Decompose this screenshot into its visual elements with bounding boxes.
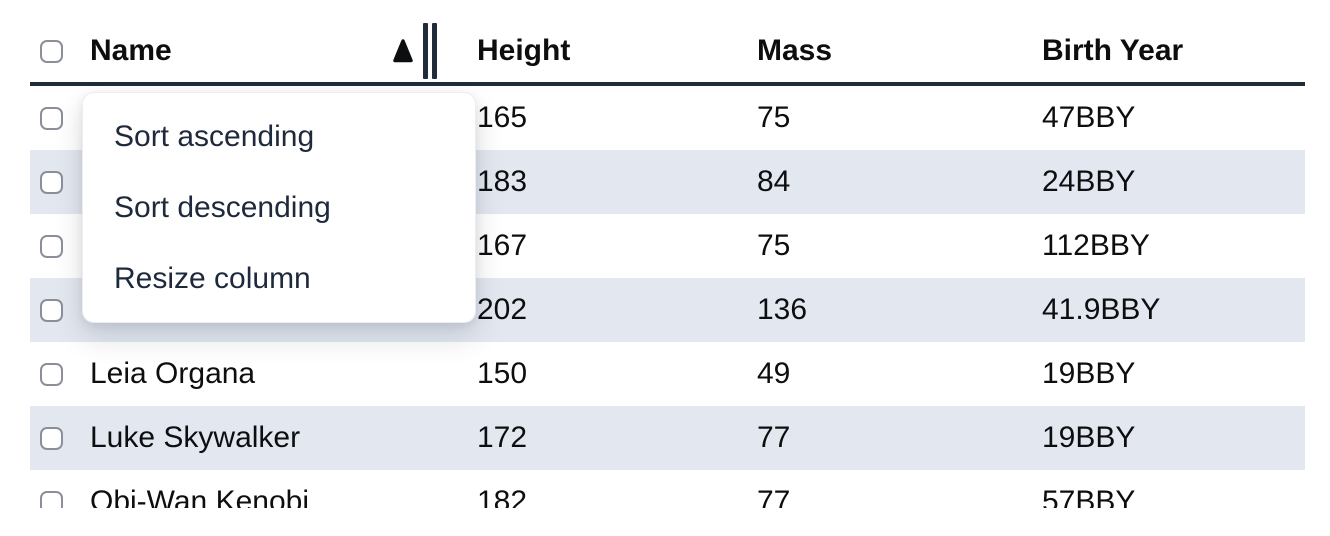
cell-mass: 77 — [757, 421, 791, 454]
cell-mass: 49 — [757, 357, 791, 390]
row-checkbox[interactable] — [40, 362, 63, 386]
column-header-name[interactable]: Name — [78, 34, 465, 68]
cell-height: 183 — [477, 165, 528, 198]
resize-bar-right-icon — [432, 23, 437, 79]
header-select-all-cell — [30, 39, 78, 63]
cell-mass: 75 — [757, 229, 791, 262]
cell-birth-year: 19BBY — [1042, 421, 1136, 454]
row-checkbox[interactable] — [40, 234, 63, 258]
cell-mass: 84 — [757, 165, 791, 198]
cell-height: 165 — [477, 101, 528, 134]
row-select-cell — [30, 298, 78, 322]
select-all-checkbox[interactable] — [40, 39, 63, 63]
row-select-cell — [30, 106, 78, 130]
column-header-birth-year-label: Birth Year — [1042, 34, 1184, 67]
cell-name: Obi-Wan Kenobi — [90, 485, 309, 508]
column-header-birth-year[interactable]: Birth Year — [1030, 34, 1305, 68]
cell-birth-year: 19BBY — [1042, 357, 1136, 390]
menu-item-sort-ascending[interactable]: Sort ascending — [114, 119, 315, 153]
column-header-height[interactable]: Height — [465, 34, 745, 68]
menu-item-sort-descending[interactable]: Sort descending — [114, 190, 331, 224]
cell-height: 167 — [477, 229, 528, 262]
table-row: Obi-Wan Kenobi 182 77 57BBY — [30, 470, 1305, 508]
cell-name: Leia Organa — [90, 357, 256, 390]
menu-item-resize-column[interactable]: Resize column — [114, 261, 311, 295]
cell-height: 172 — [477, 421, 528, 454]
cell-mass: 77 — [757, 485, 791, 508]
sort-ascending-icon — [393, 37, 413, 64]
cell-birth-year: 112BBY — [1042, 229, 1150, 262]
cell-height: 150 — [477, 357, 528, 390]
cell-birth-year: 57BBY — [1042, 485, 1136, 508]
row-checkbox[interactable] — [40, 106, 63, 130]
column-header-name-label: Name — [90, 34, 172, 67]
row-checkbox[interactable] — [40, 298, 63, 322]
cell-height: 202 — [477, 293, 528, 326]
table-header-row: Name Height Mass Birth Year — [30, 20, 1305, 86]
row-select-cell — [30, 362, 78, 386]
table-row: Leia Organa 150 49 19BBY — [30, 342, 1305, 406]
row-select-cell — [30, 490, 78, 508]
cell-birth-year: 41.9BBY — [1042, 293, 1161, 326]
table-row: Luke Skywalker 172 77 19BBY — [30, 406, 1305, 470]
cell-birth-year: 47BBY — [1042, 101, 1136, 134]
row-select-cell — [30, 234, 78, 258]
row-select-cell — [30, 426, 78, 450]
table-row: 165 75 47BBY — [30, 86, 1305, 150]
cell-mass: 136 — [757, 293, 808, 326]
table-row: 167 75 112BBY — [30, 214, 1305, 278]
column-resize-handle[interactable] — [423, 23, 437, 79]
cell-name: Luke Skywalker — [90, 421, 301, 454]
row-checkbox[interactable] — [40, 170, 63, 194]
row-select-cell — [30, 170, 78, 194]
cell-height: 182 — [477, 485, 528, 508]
row-checkbox[interactable] — [40, 426, 63, 450]
column-header-height-label: Height — [477, 34, 571, 67]
cell-birth-year: 24BBY — [1042, 165, 1136, 198]
resize-bar-left-icon — [423, 23, 428, 79]
column-context-menu: Sort ascending Sort descending Resize co… — [82, 92, 476, 323]
column-header-mass[interactable]: Mass — [745, 34, 1030, 68]
column-header-mass-label: Mass — [757, 34, 833, 67]
cell-mass: 75 — [757, 101, 791, 134]
row-checkbox[interactable] — [40, 490, 63, 508]
